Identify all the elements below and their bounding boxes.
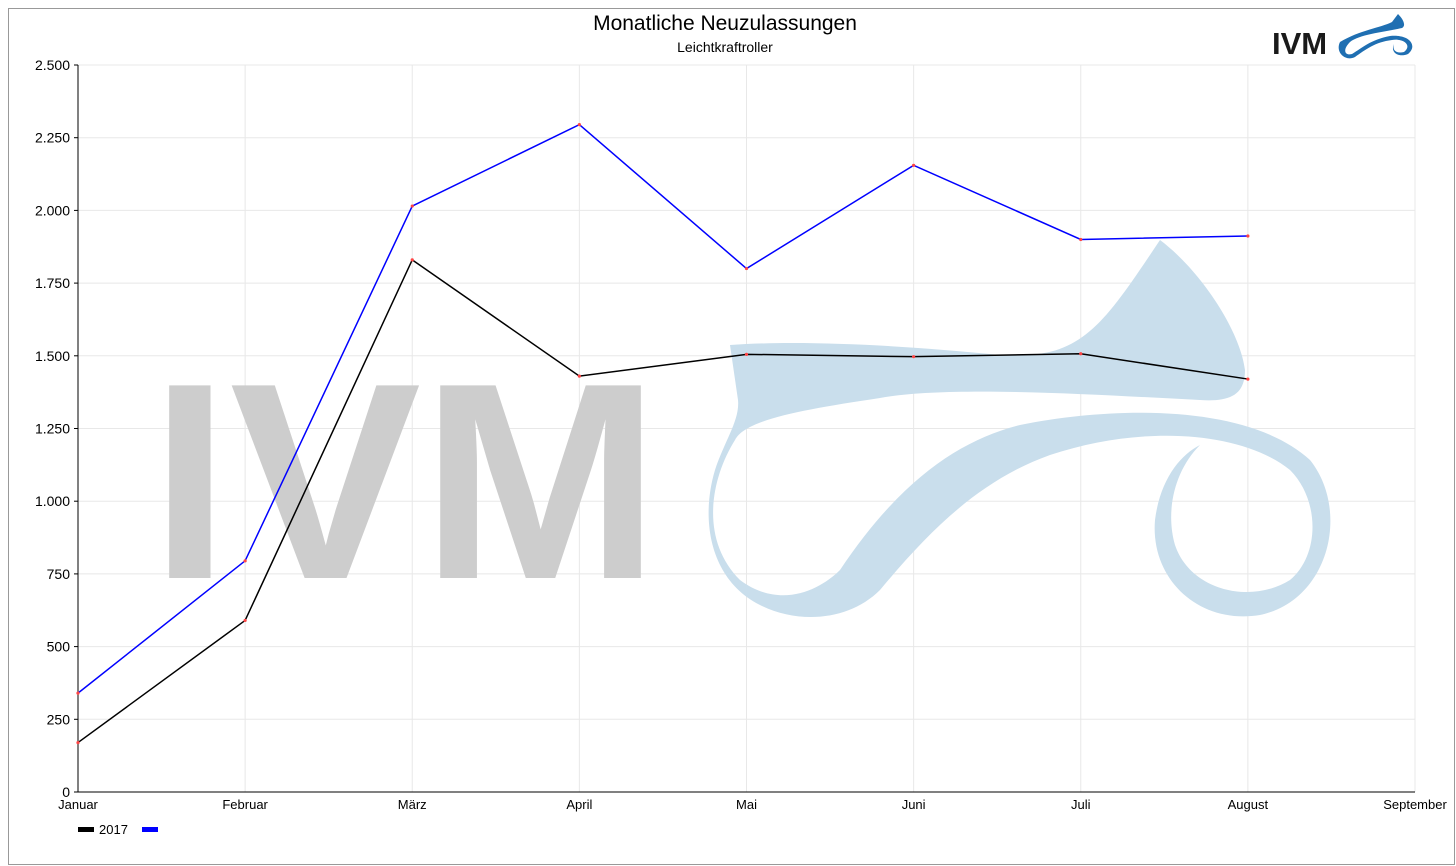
x-tick-label: April — [566, 797, 592, 812]
chart-subtitle: Leichtkraftroller — [677, 39, 773, 55]
x-tick-label: März — [398, 797, 427, 812]
point-marker — [243, 559, 247, 563]
point-marker — [1079, 237, 1083, 242]
series-line — [77, 123, 1248, 694]
y-tick-label: 1.750 — [35, 275, 70, 291]
point-marker — [243, 618, 247, 623]
y-tick-label: 500 — [47, 639, 71, 655]
point-marker — [1246, 377, 1250, 381]
point-marker — [912, 163, 916, 167]
legend-swatch — [78, 827, 94, 832]
y-tick-label: 1.000 — [35, 493, 70, 509]
point-marker — [744, 352, 749, 356]
point-marker — [577, 374, 581, 378]
point-marker — [410, 258, 414, 262]
point-marker — [744, 266, 749, 271]
y-tick-label: 1.250 — [35, 421, 70, 437]
point-marker — [577, 123, 581, 127]
x-tick-label: Mai — [736, 797, 757, 812]
y-tick-label: 1.500 — [35, 348, 70, 364]
legend-label: 2017 — [99, 822, 128, 837]
point-marker — [410, 204, 414, 208]
point-marker — [1079, 352, 1083, 356]
point-marker — [76, 740, 80, 745]
y-tick-label: 2.250 — [35, 130, 70, 146]
y-tick-label: 0 — [62, 784, 70, 800]
series-line — [77, 258, 1248, 744]
y-tick-label: 750 — [47, 566, 71, 582]
y-tick-label: 2.000 — [35, 202, 70, 218]
logo-text: IVM — [1272, 26, 1327, 61]
logo: IVM — [1272, 14, 1413, 61]
x-tick-label: September — [1383, 797, 1447, 812]
x-tick-label: August — [1228, 797, 1269, 812]
x-tick-label: Januar — [58, 797, 98, 812]
y-tick-label: 2.500 — [35, 57, 70, 73]
watermark: IVM — [150, 240, 1331, 638]
legend-swatch — [142, 827, 158, 832]
point-marker — [912, 355, 916, 359]
x-tick-label: Februar — [222, 797, 268, 812]
watermark-text: IVM — [150, 326, 660, 638]
watermark-swoosh — [708, 240, 1331, 617]
point-marker — [76, 691, 80, 695]
y-tick-label: 250 — [47, 711, 71, 727]
chart-title: Monatliche Neuzulassungen — [593, 12, 857, 35]
logo-swoosh — [1338, 14, 1413, 59]
x-tick-label: Juni — [902, 797, 926, 812]
x-tick-label: Juli — [1071, 797, 1091, 812]
point-marker — [1246, 234, 1250, 238]
